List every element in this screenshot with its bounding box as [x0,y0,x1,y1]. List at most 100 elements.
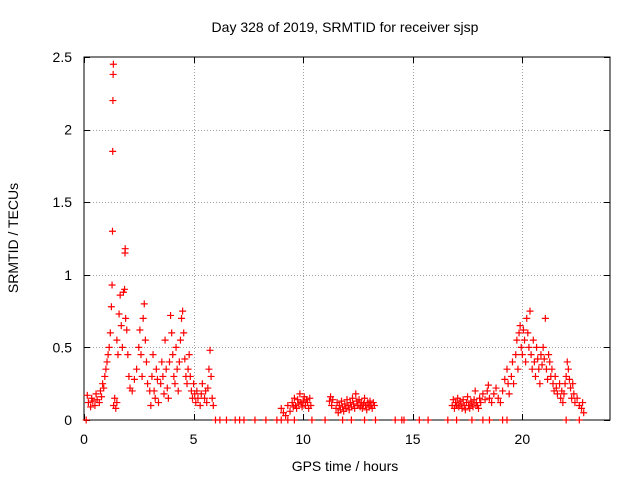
data-point [167,311,175,319]
data-point [262,416,270,424]
data-point [113,336,121,344]
data-point [321,416,329,424]
data-point [548,365,556,373]
data-point [518,351,526,359]
data-point [122,314,130,322]
data-point [517,343,525,351]
data-point [528,365,536,373]
data-point [91,401,99,409]
data-point [180,329,188,337]
data-point [567,384,575,392]
data-point [538,361,546,369]
data-point [102,365,110,373]
data-point [483,387,491,395]
data-point [515,329,523,337]
data-point [284,416,292,424]
data-point [516,322,524,330]
plot-frame [83,56,611,421]
data-point [153,375,161,383]
data-point [570,390,578,398]
data-point [290,416,298,424]
data-point [457,400,465,408]
data-point [176,336,184,344]
data-point [479,390,487,398]
data-point [352,390,360,398]
data-point [346,399,354,407]
data-point [194,394,202,402]
data-point [82,416,90,424]
data-point [519,326,527,334]
data-point [174,387,182,395]
data-point [124,351,132,359]
y-tick-label: 2 [64,122,72,138]
data-point [100,384,108,392]
data-point [204,384,212,392]
x-tick-label: 15 [405,431,421,447]
data-point [469,403,477,411]
data-point [114,351,122,359]
data-point [557,394,565,402]
data-point [173,365,181,373]
data-point [152,365,160,373]
data-point [183,380,191,388]
data-point [575,416,583,424]
data-point [196,401,204,409]
data-point [95,399,103,407]
y-tick-label: 1.5 [53,194,73,210]
y-tick-label: 2.5 [53,49,73,65]
data-point [503,416,511,424]
data-point [179,307,187,315]
data-point [341,400,349,408]
data-point [138,372,146,380]
data-point [501,375,509,383]
data-point [545,351,553,359]
data-point [92,390,100,398]
data-point [484,381,492,389]
grid-lines [84,57,610,420]
data-point [168,329,176,337]
data-point [106,329,114,337]
data-point [162,365,170,373]
data-point [286,407,294,415]
data-point [130,375,138,383]
data-point [485,394,493,402]
data-point [83,391,91,399]
data-point [499,387,507,395]
data-point [560,390,568,398]
data-point [366,397,374,405]
data-point [284,401,292,409]
data-point [510,380,518,388]
y-tick-label: 1 [64,267,72,283]
data-point [84,399,92,407]
data-point [348,394,356,402]
data-point [277,416,285,424]
data-point [109,60,117,68]
data-point [198,380,206,388]
data-point [512,351,520,359]
data-point [147,401,155,409]
data-point [158,358,166,366]
data-point [559,399,567,407]
data-point [111,394,119,402]
data-point [578,404,586,412]
data-point [563,358,571,366]
x-axis-label: GPS time / hours [292,458,399,474]
data-point [536,380,544,388]
data-point [203,399,211,407]
data-point [164,394,172,402]
data-point [329,396,337,404]
data-point [492,384,500,392]
data-point [481,396,489,404]
data-point [296,390,304,398]
data-point [494,394,502,402]
axis-ticks: 0 5 10 15 20 0 0.5 1 1.5 2 2.5 [53,49,610,447]
data-point [490,390,498,398]
data-point [347,416,355,424]
data-point [109,70,117,78]
data-point [513,336,521,344]
data-point [163,384,171,392]
data-point [99,380,107,388]
data-point [159,372,167,380]
data-point [371,416,379,424]
data-point [150,387,158,395]
